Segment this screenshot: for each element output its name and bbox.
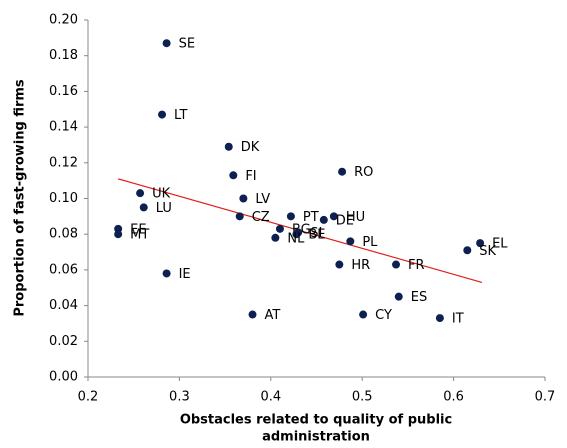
point: [139, 203, 148, 212]
y-tick-label: 0.04: [49, 298, 78, 313]
point: [394, 292, 403, 301]
point-label: EL: [492, 237, 508, 252]
point-label: SK: [479, 244, 496, 259]
point: [229, 171, 238, 180]
point-label: ES: [411, 290, 427, 305]
y-tick-label: 0.20: [49, 13, 78, 28]
point-label: IE: [179, 267, 191, 282]
point-label: HU: [346, 210, 365, 225]
point: [162, 39, 171, 48]
y-tick-label: 0.02: [49, 334, 78, 349]
point: [392, 260, 401, 269]
x-tick-label: 0.5: [352, 390, 373, 405]
x-axis-title: administration: [262, 430, 370, 445]
point-label: PL: [362, 235, 378, 250]
y-tick-label: 0.00: [49, 370, 78, 385]
point-label: LV: [255, 192, 270, 207]
x-tick-label: 0.7: [535, 390, 556, 405]
point: [239, 194, 248, 203]
y-tick-label: 0.08: [49, 227, 78, 242]
point: [359, 310, 368, 319]
point: [319, 215, 328, 224]
point: [248, 310, 257, 319]
x-tick-label: 0.4: [260, 390, 281, 405]
y-tick-label: 0.14: [49, 120, 78, 135]
point: [275, 224, 284, 233]
point-label: PT: [303, 210, 319, 225]
point: [158, 110, 167, 119]
point-label: CZ: [252, 210, 270, 225]
point-label: LT: [174, 108, 187, 123]
point: [476, 239, 485, 248]
point-label: LU: [156, 201, 172, 216]
point-label: SI: [310, 226, 322, 241]
point: [338, 167, 347, 176]
y-axis-title: Proportion of fast-growing firms: [13, 79, 28, 317]
point: [235, 212, 244, 221]
point-label: BE: [308, 228, 325, 243]
point: [435, 314, 444, 323]
point: [224, 142, 233, 151]
point-label: UK: [152, 187, 171, 202]
point-label: EE: [130, 222, 146, 237]
point-label: HR: [351, 258, 370, 273]
point-label: RO: [354, 165, 373, 180]
point-label: CY: [375, 308, 392, 323]
x-axis-title: Obstacles related to quality of public: [180, 413, 452, 428]
point: [114, 230, 123, 239]
x-tick-label: 0.6: [443, 390, 464, 405]
point-label: FR: [408, 258, 425, 273]
point-label: NL: [287, 231, 305, 246]
point: [335, 260, 344, 269]
x-tick-label: 0.3: [169, 390, 190, 405]
point-label: IT: [452, 312, 464, 327]
y-tick-label: 0.06: [49, 262, 78, 277]
y-tick-label: 0.18: [49, 48, 78, 63]
y-tick-label: 0.16: [49, 84, 78, 99]
point: [136, 189, 145, 198]
point-label: SE: [179, 37, 195, 52]
point: [329, 212, 338, 221]
point-label: FI: [245, 169, 256, 184]
point: [286, 212, 295, 221]
point: [271, 233, 280, 242]
point-label: DE: [336, 213, 354, 228]
y-tick-label: 0.10: [49, 191, 78, 206]
point: [292, 230, 301, 239]
point: [346, 237, 355, 246]
point: [463, 246, 472, 255]
point-label: AT: [265, 308, 281, 323]
point-label: MT: [130, 228, 149, 243]
point-label: DK: [241, 140, 260, 155]
y-tick-label: 0.12: [49, 155, 78, 170]
x-tick-label: 0.2: [78, 390, 99, 405]
point: [162, 269, 171, 278]
